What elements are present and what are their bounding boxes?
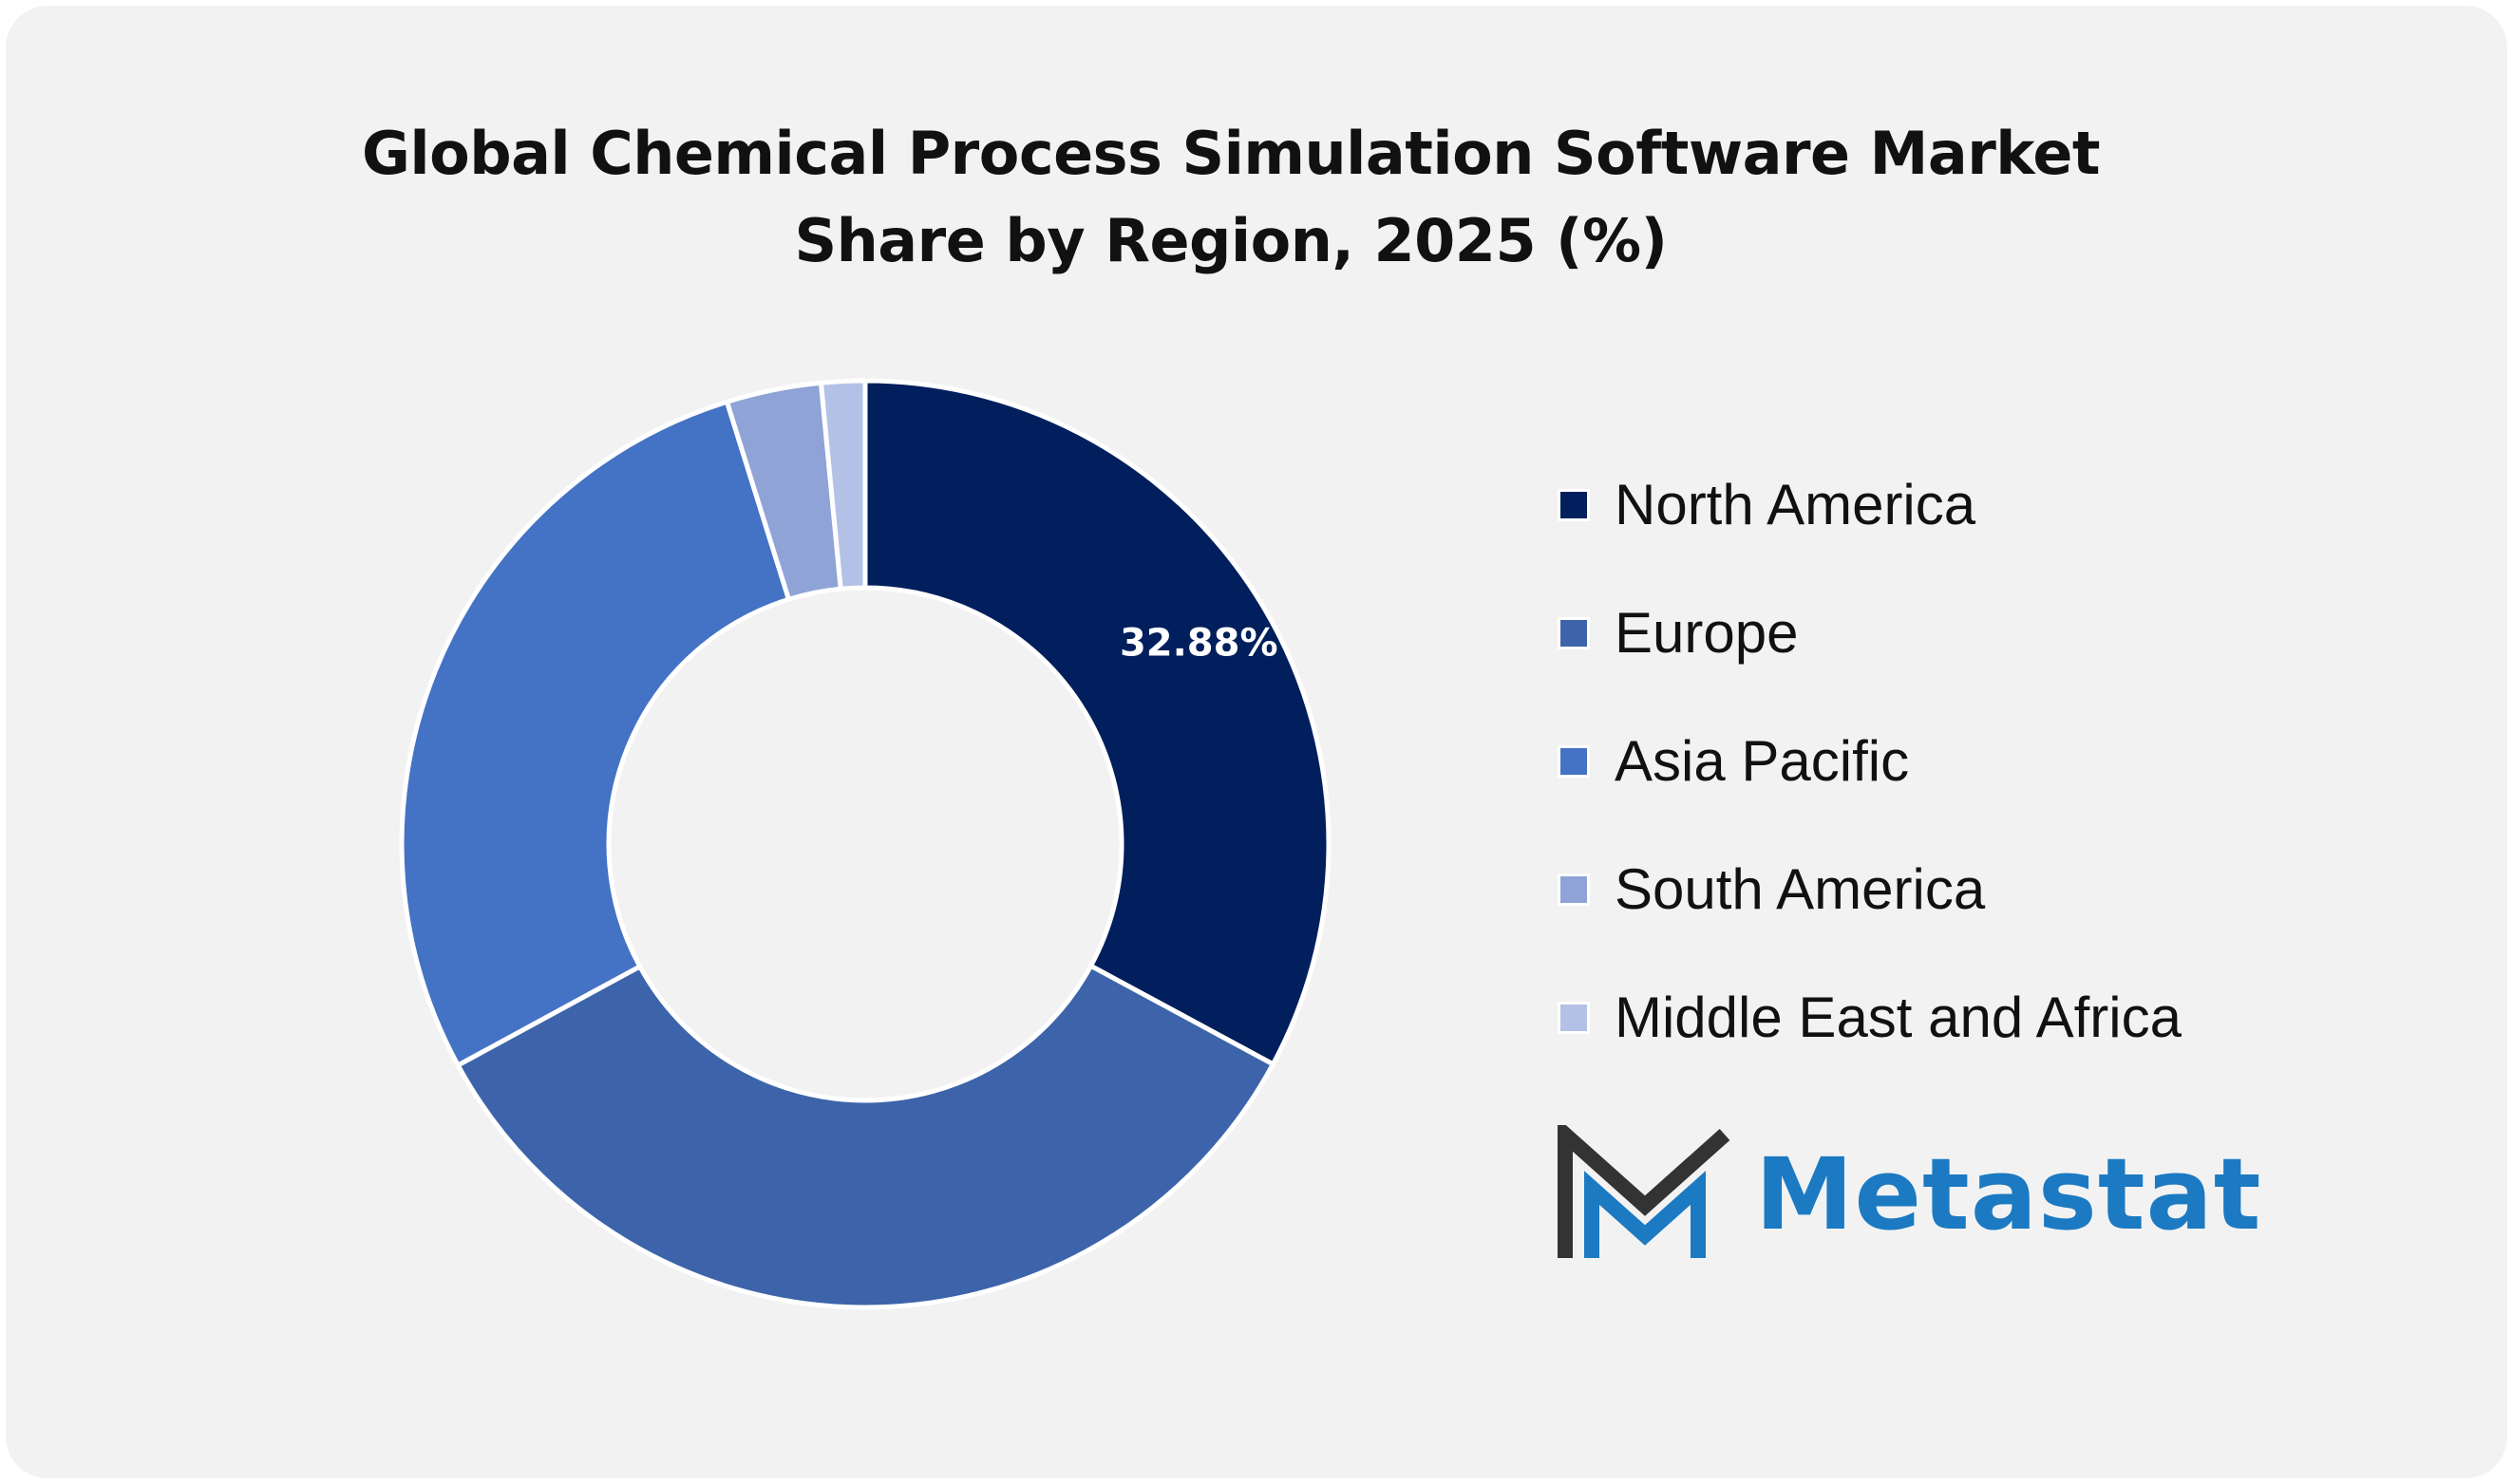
chart-title: Global Chemical Process Simulation Softw… xyxy=(253,110,2209,285)
donut-slices xyxy=(399,378,1332,1310)
chart-legend: North America Europe Asia Pacific South Ame… xyxy=(1558,441,2182,1081)
legend-item-middle-east-and-africa: Middle East and Africa xyxy=(1558,953,2182,1081)
chart-title-line-2: Share by Region, 2025 (%) xyxy=(794,206,1668,275)
legend-item-north-america: North America xyxy=(1558,441,2182,569)
donut-slice-middle-east-and-africa xyxy=(818,378,868,592)
legend-label-europe: Europe xyxy=(1615,601,1799,665)
donut-data-labels: 32.88% xyxy=(1120,621,1278,665)
legend-label-asia-pacific: Asia Pacific xyxy=(1615,729,1910,793)
legend-label-middle-east-and-africa: Middle East and Africa xyxy=(1615,986,2182,1049)
legend-swatch-europe xyxy=(1558,616,1590,649)
legend-label-north-america: North America xyxy=(1615,473,1976,536)
legend-item-south-america: South America xyxy=(1558,825,2182,953)
donut-slice-europe xyxy=(455,963,1275,1310)
brand-logo: Metastat xyxy=(1558,1125,2261,1264)
legend-swatch-north-america xyxy=(1558,488,1590,521)
legend-swatch-asia-pacific xyxy=(1558,744,1590,778)
legend-swatch-middle-east-and-africa xyxy=(1558,1001,1590,1034)
data-label-north-america: 32.88% xyxy=(1120,621,1278,665)
metastat-m-logo-icon xyxy=(1558,1125,1730,1258)
brand-name: Metastat xyxy=(1755,1136,2262,1252)
legend-item-asia-pacific: Asia Pacific xyxy=(1558,697,2182,825)
chart-title-line-1: Global Chemical Process Simulation Softw… xyxy=(361,119,2101,188)
legend-swatch-south-america xyxy=(1558,873,1590,906)
legend-item-europe: Europe xyxy=(1558,569,2182,697)
donut-slice-asia-pacific xyxy=(399,399,791,1068)
legend-label-south-america: South America xyxy=(1615,857,1986,921)
donut-slice-north-america xyxy=(862,378,1332,1067)
